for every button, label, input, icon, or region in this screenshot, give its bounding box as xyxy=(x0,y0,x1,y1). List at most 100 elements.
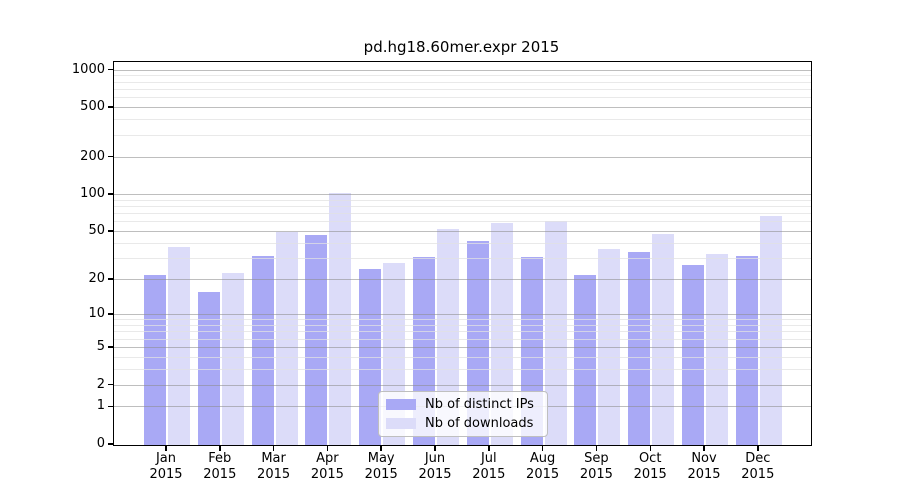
x-tick-mark-aug xyxy=(541,445,544,451)
y-tick-mark-500 xyxy=(108,106,113,108)
year-label: 2015 xyxy=(203,467,237,482)
y-tick-label-500: 500 xyxy=(80,99,105,115)
y-tick-mark-1000 xyxy=(108,68,113,71)
month-label: Jan xyxy=(155,451,177,466)
bar-downloads-feb xyxy=(221,272,244,445)
legend-item-distinct-ips: Nb of distinct IPs xyxy=(386,397,539,412)
bar-distinct-ips-apr xyxy=(305,235,328,445)
bar-downloads-oct xyxy=(652,234,675,445)
x-tick-mark-jun xyxy=(434,445,436,451)
bar-downloads-apr xyxy=(329,193,352,445)
chart-title: pd.hg18.60mer.expr 2015 xyxy=(363,38,560,56)
bar-distinct-ips-nov xyxy=(682,264,704,445)
x-tick-mark-sep xyxy=(595,445,598,451)
bar-downloads-mar xyxy=(275,232,298,445)
bar-downloads-nov xyxy=(706,253,728,445)
year-label: 2015 xyxy=(633,467,667,482)
month-label: Dec xyxy=(745,451,771,466)
year-label: 2015 xyxy=(364,467,398,482)
legend-label-distinct-ips: Nb of distinct IPs xyxy=(425,397,534,412)
month-label: Aug xyxy=(529,451,556,466)
x-tick-mark-feb xyxy=(219,445,221,451)
year-label: 2015 xyxy=(472,467,506,482)
month-label: Sep xyxy=(584,451,609,466)
bar-downloads-dec xyxy=(759,215,782,445)
month-label: Mar xyxy=(261,451,286,466)
month-label: Feb xyxy=(208,451,232,466)
x-tick-mark-jul xyxy=(488,445,490,451)
legend-swatch-downloads xyxy=(386,418,416,429)
x-tick-label-nov: Nov 2015 xyxy=(672,451,736,483)
bar-downloads-sep xyxy=(598,249,621,445)
y-tick-label-20: 20 xyxy=(88,271,105,286)
y-tick-label-1000: 1000 xyxy=(71,61,105,77)
x-tick-mark-may xyxy=(380,445,382,451)
bar-downloads-jun xyxy=(437,228,459,445)
y-tick-label-200: 200 xyxy=(80,148,105,164)
y-tick-mark-100 xyxy=(108,193,113,195)
x-tick-label-jun: Jun 2015 xyxy=(403,451,467,483)
bar-distinct-ips-oct xyxy=(628,252,651,445)
bar-distinct-ips-mar xyxy=(251,255,274,445)
x-tick-mark-oct xyxy=(649,445,651,451)
bar-downloads-jul xyxy=(490,223,513,445)
y-tick-mark-1 xyxy=(108,405,113,408)
month-label: Apr xyxy=(316,451,339,466)
y-tick-mark-0 xyxy=(108,443,113,445)
x-tick-label-aug: Aug 2015 xyxy=(511,451,575,483)
x-tick-label-apr: Apr 2015 xyxy=(295,451,359,483)
bar-downloads-jan xyxy=(168,246,190,445)
year-label: 2015 xyxy=(526,467,560,482)
y-tick-label-50: 50 xyxy=(88,223,105,238)
legend-label-downloads: Nb of downloads xyxy=(425,416,534,431)
y-tick-label-0: 0 xyxy=(96,436,105,451)
month-label: Nov xyxy=(691,451,717,466)
bar-distinct-ips-dec xyxy=(735,255,758,445)
x-tick-label-dec: Dec 2015 xyxy=(726,451,790,483)
x-tick-label-sep: Sep 2015 xyxy=(564,451,628,483)
x-tick-label-feb: Feb 2015 xyxy=(188,451,252,483)
y-tick-mark-10 xyxy=(108,313,113,315)
x-tick-mark-dec xyxy=(757,445,759,451)
bars-layer xyxy=(114,62,811,445)
year-label: 2015 xyxy=(257,467,291,482)
bar-distinct-ips-jan xyxy=(144,275,166,445)
x-tick-label-may: May 2015 xyxy=(349,451,413,483)
month-label: May xyxy=(367,451,395,466)
x-tick-label-jul: Jul 2015 xyxy=(457,451,521,483)
y-tick-label-10: 10 xyxy=(88,306,105,322)
y-tick-mark-20 xyxy=(108,278,113,280)
y-tick-mark-200 xyxy=(108,155,113,158)
bar-distinct-ips-sep xyxy=(574,275,597,445)
x-tick-mark-jan xyxy=(165,445,167,451)
year-label: 2015 xyxy=(741,467,775,482)
month-label: Jul xyxy=(480,451,497,466)
month-label: Jun xyxy=(424,451,446,466)
x-tick-mark-apr xyxy=(326,445,329,451)
bar-distinct-ips-feb xyxy=(197,291,220,445)
bar-distinct-ips-may xyxy=(359,268,382,445)
x-tick-label-mar: Mar 2015 xyxy=(242,451,306,483)
y-tick-label-100: 100 xyxy=(80,185,105,201)
y-tick-label-5: 5 xyxy=(96,338,105,354)
legend-item-downloads: Nb of downloads xyxy=(386,416,539,431)
year-label: 2015 xyxy=(310,467,344,482)
y-tick-mark-50 xyxy=(108,230,113,232)
y-tick-mark-2 xyxy=(108,383,113,386)
year-label: 2015 xyxy=(418,467,452,482)
year-label: 2015 xyxy=(579,467,613,482)
x-tick-label-jan: Jan 2015 xyxy=(134,451,198,483)
x-tick-mark-nov xyxy=(703,445,705,451)
x-tick-label-oct: Oct 2015 xyxy=(618,451,682,483)
year-label: 2015 xyxy=(149,467,183,482)
y-tick-label-1: 1 xyxy=(96,398,105,414)
legend-swatch-distinct-ips xyxy=(386,399,416,410)
year-label: 2015 xyxy=(687,467,721,482)
bar-downloads-aug xyxy=(544,220,567,445)
x-tick-mark-mar xyxy=(272,445,275,451)
y-tick-label-2: 2 xyxy=(96,376,105,392)
plot-area xyxy=(113,61,812,446)
month-label: Oct xyxy=(638,451,662,466)
y-tick-mark-5 xyxy=(108,346,113,348)
legend: Nb of distinct IPs Nb of downloads xyxy=(378,391,548,437)
